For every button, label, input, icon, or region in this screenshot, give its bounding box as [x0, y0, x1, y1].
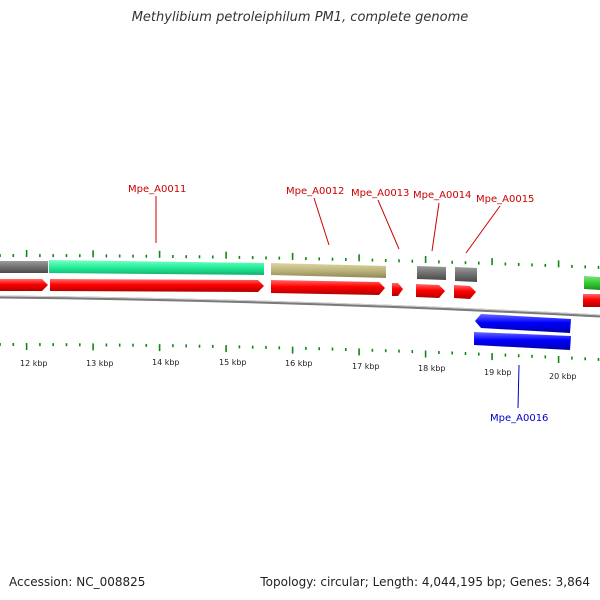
cog-track [0, 260, 600, 290]
cog-bar-green [584, 276, 600, 290]
genome-backbone [0, 295, 600, 318]
reverse-cds-track [474, 314, 571, 350]
tick-label-12kbp: 12 kbp [20, 359, 48, 368]
cds-arrow-mpe-a0016 [475, 314, 571, 333]
cds-arrow-mpe-a0012 [271, 280, 385, 295]
gene-label-mpe-a0014[interactable]: Mpe_A0014 [413, 190, 471, 201]
cog-bar-gray-3 [455, 267, 477, 282]
cds-arrow-prev [0, 279, 48, 291]
cds-arrow-mpe-a0014 [416, 284, 445, 298]
gene-labels: Mpe_A0011 Mpe_A0012 Mpe_A0013 Mpe_A0014 … [128, 184, 548, 424]
leader-line-mpe-a0012 [313, 197, 330, 246]
cog-bar-gray-2 [417, 266, 446, 280]
cds-arrow-next [583, 294, 600, 307]
cds-arrow-mpe-a0011 [50, 279, 264, 292]
tick-label-18kbp: 18 kbp [418, 364, 446, 373]
leader-line-mpe-a0015 [465, 205, 501, 254]
cog-bar-khaki [271, 263, 386, 278]
gene-label-mpe-a0013[interactable]: Mpe_A0013 [351, 188, 409, 199]
gene-label-mpe-a0012[interactable]: Mpe_A0012 [286, 186, 344, 197]
tick-label-16kbp: 16 kbp [285, 359, 313, 368]
genome-backbone-highlight [0, 295, 600, 316]
tick-label-13kbp: 13 kbp [86, 359, 114, 368]
gene-label-mpe-a0015[interactable]: Mpe_A0015 [476, 194, 534, 205]
topology-summary: Topology: circular; Length: 4,044,195 bp… [260, 575, 590, 589]
leader-line-mpe-a0016 [517, 364, 520, 409]
gene-label-mpe-a0011[interactable]: Mpe_A0011 [128, 184, 186, 195]
upper-tick-row [0, 250, 600, 269]
tick-label-17kbp: 17 kbp [352, 362, 380, 371]
genome-title: Methylibium petroleiphilum PM1, complete… [131, 10, 469, 25]
cds-arrow-mpe-a0015 [454, 285, 476, 299]
forward-cds-track [0, 279, 600, 307]
gene-label-mpe-a0016[interactable]: Mpe_A0016 [490, 413, 548, 424]
cds-arrow-mpe-a0013 [392, 283, 403, 296]
tick-label-15kbp: 15 kbp [219, 358, 247, 367]
leader-line-mpe-a0014 [431, 202, 440, 252]
kbp-scale: 12 kbp 13 kbp 14 kbp 15 kbp 16 kbp 17 kb… [20, 358, 577, 381]
cog-bar-teal [49, 260, 264, 275]
cog-bar-blue [474, 332, 571, 350]
leader-line-mpe-a0013 [377, 199, 400, 250]
tick-label-20kbp: 20 kbp [549, 372, 577, 381]
accession-label: Accession: NC_008825 [9, 575, 146, 589]
lower-tick-row [0, 343, 600, 363]
cog-bar-gray [0, 261, 48, 273]
tick-label-19kbp: 19 kbp [484, 368, 512, 377]
tick-label-14kbp: 14 kbp [152, 358, 180, 367]
